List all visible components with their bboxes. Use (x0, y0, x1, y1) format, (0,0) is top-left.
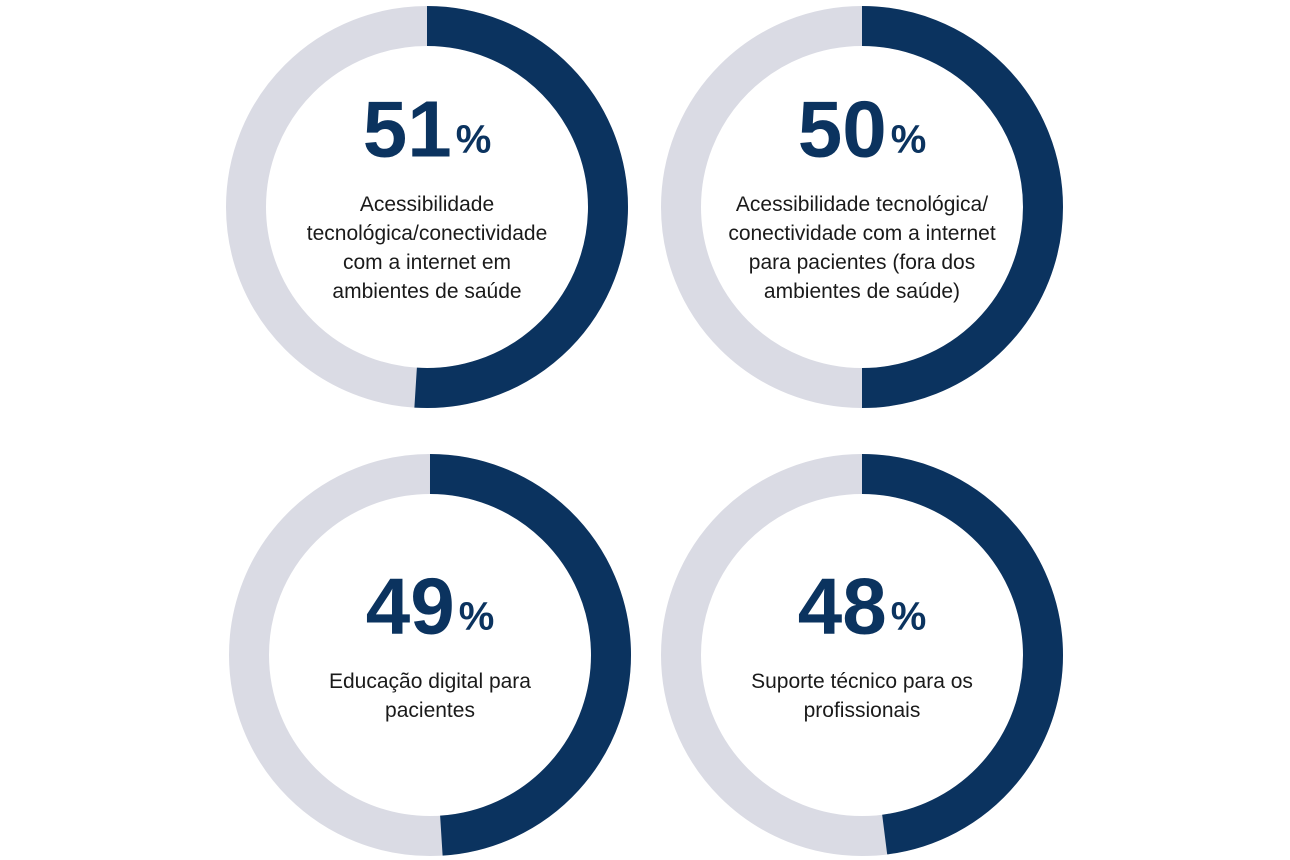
percent-text: 49% (366, 562, 495, 651)
donut-label: para pacientes (fora dos (749, 251, 975, 274)
donut-label: profissionais (804, 699, 921, 722)
percent-unit: % (456, 117, 492, 161)
percent-value: 51 (363, 85, 452, 174)
donut-arc (414, 6, 628, 408)
percent-text: 51% (363, 85, 492, 174)
percent-value: 50 (798, 85, 887, 174)
donut-arc (429, 454, 631, 856)
percent-value: 48 (798, 562, 887, 651)
donut-label: ambientes de saúde) (764, 280, 960, 303)
donut-label: Educação digital para (329, 670, 531, 693)
donut-label: Acessibilidade (360, 193, 494, 216)
percent-value: 49 (366, 562, 455, 651)
donut-label: Suporte técnico para os (751, 670, 973, 693)
percent-text: 50% (798, 85, 927, 174)
percent-unit: % (459, 594, 495, 638)
donut-label: tecnológica/conectividade (307, 222, 548, 245)
donut-label: ambientes de saúde (332, 280, 521, 303)
percent-unit: % (891, 117, 927, 161)
percent-unit: % (891, 594, 927, 638)
donut-label: conectividade com a internet (728, 222, 995, 245)
donut-arc (861, 6, 1063, 408)
donut-label: pacientes (385, 699, 475, 722)
percent-text: 48% (798, 562, 927, 651)
donut-arc (861, 454, 1063, 855)
donut-label: Acessibilidade tecnológica/ (736, 193, 988, 216)
donut-label: com a internet em (343, 251, 511, 274)
